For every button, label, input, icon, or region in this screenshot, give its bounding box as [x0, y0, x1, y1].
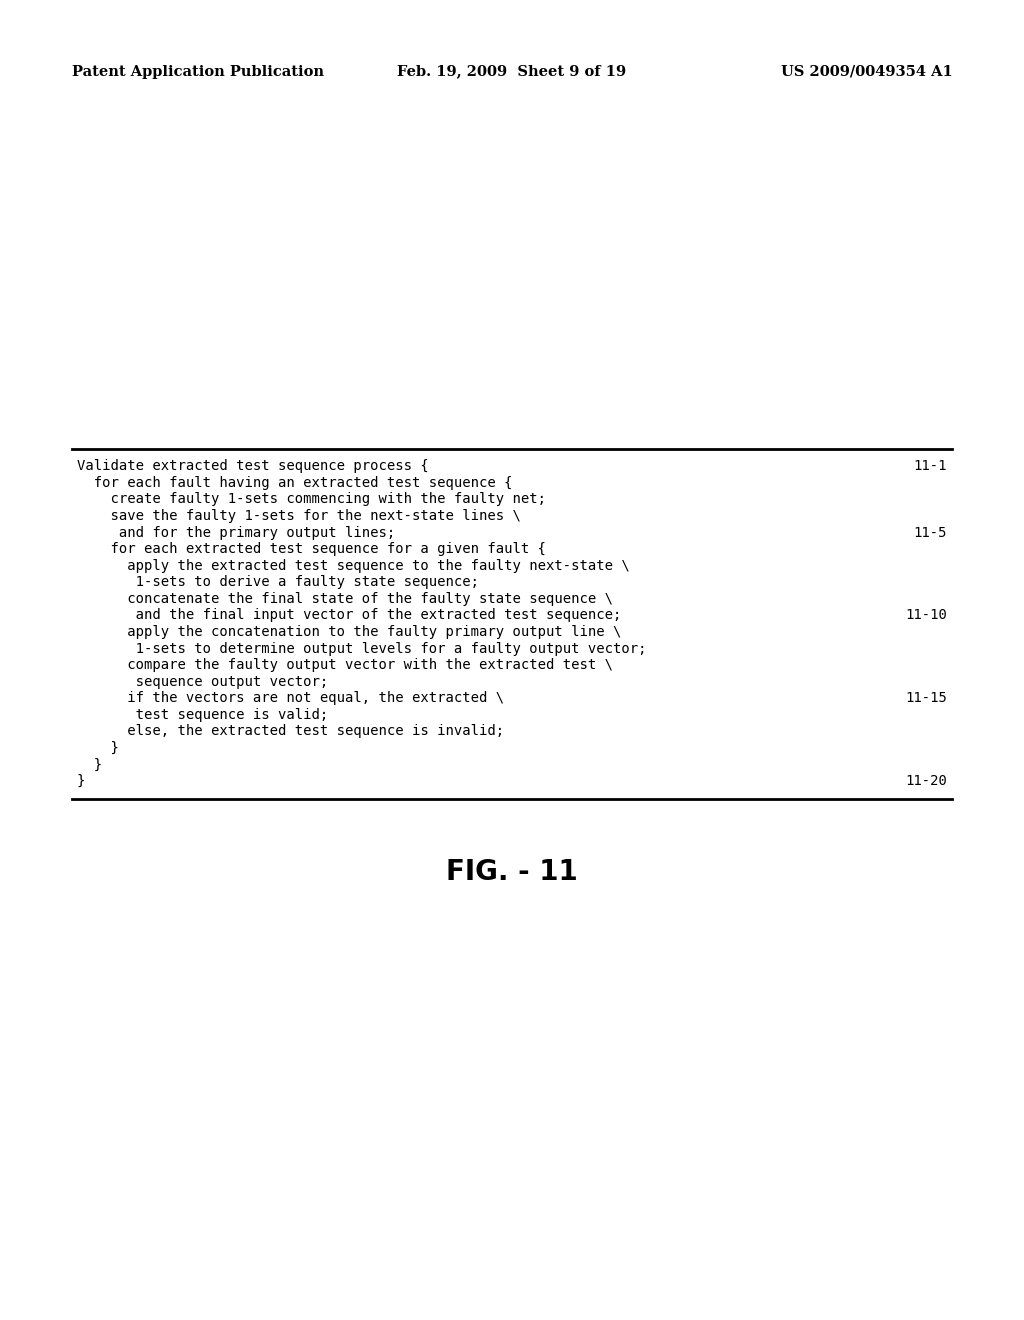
- Text: 11-15: 11-15: [905, 692, 947, 705]
- Text: Patent Application Publication: Patent Application Publication: [72, 65, 324, 79]
- Text: test sequence is valid;: test sequence is valid;: [77, 708, 328, 722]
- Text: sequence output vector;: sequence output vector;: [77, 675, 328, 689]
- Text: apply the extracted test sequence to the faulty next-state \: apply the extracted test sequence to the…: [77, 558, 630, 573]
- Text: for each extracted test sequence for a given fault {: for each extracted test sequence for a g…: [77, 543, 546, 556]
- Text: Validate extracted test sequence process {: Validate extracted test sequence process…: [77, 459, 429, 474]
- Text: US 2009/0049354 A1: US 2009/0049354 A1: [780, 65, 952, 79]
- Text: }: }: [77, 774, 85, 788]
- Text: }: }: [77, 741, 119, 755]
- Text: 1-sets to determine output levels for a faulty output vector;: 1-sets to determine output levels for a …: [77, 642, 646, 656]
- Text: Feb. 19, 2009  Sheet 9 of 19: Feb. 19, 2009 Sheet 9 of 19: [397, 65, 627, 79]
- Text: for each fault having an extracted test sequence {: for each fault having an extracted test …: [77, 477, 512, 490]
- Text: concatenate the final state of the faulty state sequence \: concatenate the final state of the fault…: [77, 591, 612, 606]
- Text: 11-20: 11-20: [905, 774, 947, 788]
- Text: if the vectors are not equal, the extracted \: if the vectors are not equal, the extrac…: [77, 692, 504, 705]
- Text: and the final input vector of the extracted test sequence;: and the final input vector of the extrac…: [77, 609, 622, 623]
- Text: 1-sets to derive a faulty state sequence;: 1-sets to derive a faulty state sequence…: [77, 576, 479, 589]
- Text: }: }: [77, 758, 102, 772]
- Text: save the faulty 1-sets for the next-state lines \: save the faulty 1-sets for the next-stat…: [77, 510, 520, 523]
- Text: apply the concatenation to the faulty primary output line \: apply the concatenation to the faulty pr…: [77, 626, 622, 639]
- Text: and for the primary output lines;: and for the primary output lines;: [77, 525, 395, 540]
- Text: 11-5: 11-5: [913, 525, 947, 540]
- Text: compare the faulty output vector with the extracted test \: compare the faulty output vector with th…: [77, 659, 612, 672]
- Text: create faulty 1-sets commencing with the faulty net;: create faulty 1-sets commencing with the…: [77, 492, 546, 507]
- Text: 11-1: 11-1: [913, 459, 947, 474]
- Text: 11-10: 11-10: [905, 609, 947, 623]
- Text: FIG. - 11: FIG. - 11: [446, 858, 578, 886]
- Text: else, the extracted test sequence is invalid;: else, the extracted test sequence is inv…: [77, 725, 504, 738]
